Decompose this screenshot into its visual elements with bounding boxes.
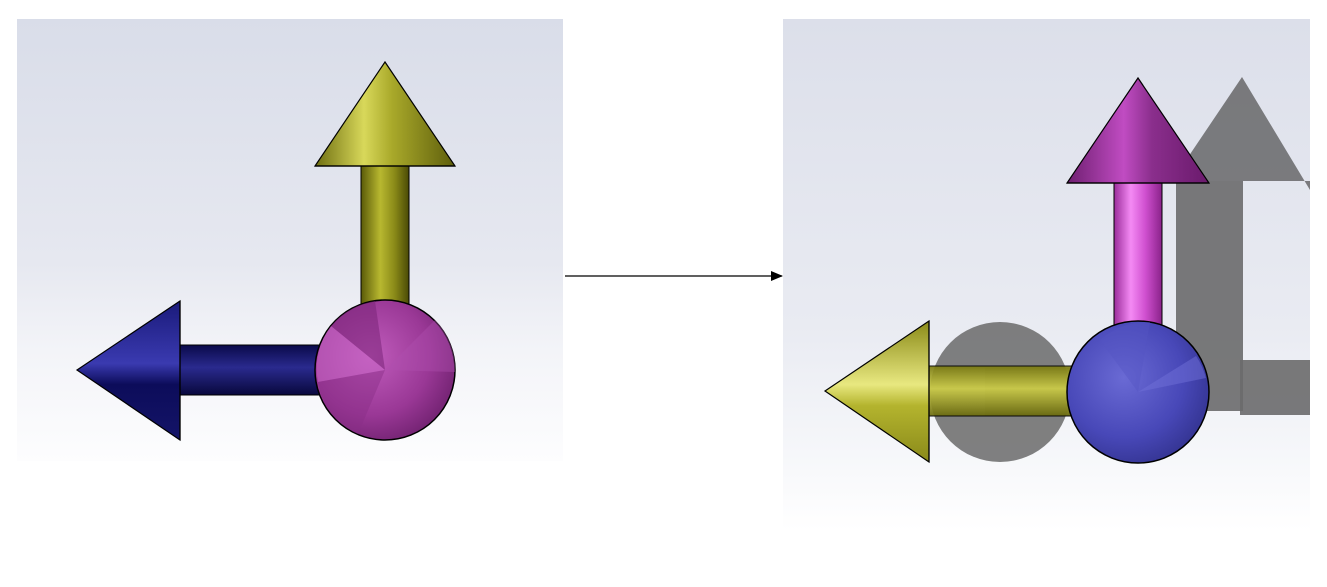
right-vertical-arrow: [1065, 76, 1211, 329]
right-origin-sphere: [1066, 320, 1210, 464]
left-vertical-arrow-shaft: [360, 163, 410, 315]
right-horizontal-arrow: [823, 319, 1074, 464]
right-viewport: [783, 19, 1310, 531]
left-viewport: [17, 19, 563, 461]
left-vertical-arrow: [313, 60, 457, 315]
left-origin-sphere: [314, 299, 456, 441]
left-horizontal-arrow: [75, 299, 323, 442]
left-horizontal-arrow-shaft: [175, 344, 323, 396]
right-vertical-arrow-shaft: [1113, 179, 1163, 329]
right-horizontal-arrow-shaft: [924, 365, 1074, 417]
